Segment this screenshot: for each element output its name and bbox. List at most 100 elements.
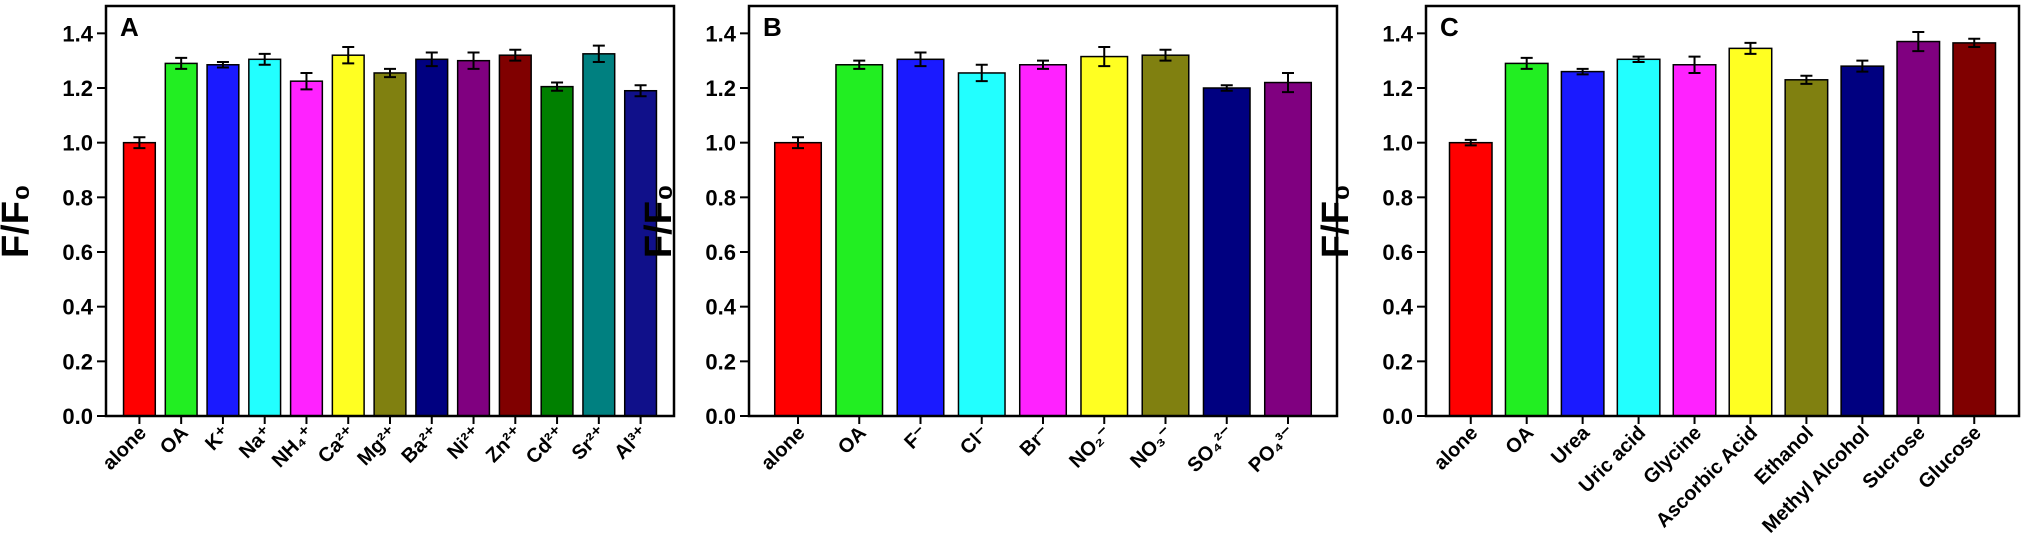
error-bar xyxy=(1282,71,1294,94)
bar xyxy=(1672,64,1717,417)
y-tick-label: 0.8 xyxy=(1382,185,1413,210)
x-tick-label: Ni²⁺ xyxy=(443,422,485,464)
y-tick-label: 0.4 xyxy=(1382,295,1413,320)
error-bar xyxy=(1159,48,1172,62)
x-tick-label: Urea xyxy=(1547,421,1595,469)
bar xyxy=(1018,64,1068,417)
y-axis-title: F/F₀ xyxy=(0,184,37,258)
bar xyxy=(835,64,884,417)
bar xyxy=(623,89,658,417)
error-bar xyxy=(175,56,188,70)
error-bar xyxy=(1744,41,1757,55)
error-bar xyxy=(1037,59,1049,70)
y-tick-label: 0.6 xyxy=(62,240,93,265)
y-tick-label: 1.2 xyxy=(705,76,736,101)
x-tick-label: alone xyxy=(757,422,810,475)
error-bar xyxy=(1098,46,1111,68)
bar xyxy=(331,54,365,417)
x-tick-label: alone xyxy=(98,422,151,475)
error-bar xyxy=(1220,84,1233,92)
x-tick-label: NH₄⁺ xyxy=(268,422,318,472)
x-tick-label: Zn²⁺ xyxy=(482,422,527,467)
x-tick-label: SO₄²⁻ xyxy=(1183,422,1238,477)
error-bar xyxy=(342,46,355,65)
bar xyxy=(456,59,491,417)
bar xyxy=(1616,58,1661,417)
y-tick-label: 1.4 xyxy=(62,21,93,46)
error-bar xyxy=(258,52,271,66)
x-tick-label: Sr²⁺ xyxy=(568,422,611,465)
error-bar xyxy=(133,136,146,150)
bar xyxy=(164,62,198,417)
y-tick-label: 0.8 xyxy=(62,185,93,210)
error-bar xyxy=(509,48,522,62)
y-tick-label: 1.2 xyxy=(62,76,93,101)
y-tick-label: 0.8 xyxy=(705,185,736,210)
bar xyxy=(289,80,324,417)
error-bar xyxy=(1912,30,1925,53)
bar xyxy=(122,141,157,417)
x-tick-label: OA xyxy=(1501,422,1538,459)
error-bar xyxy=(853,59,866,70)
error-bar xyxy=(1968,37,1981,48)
x-tick-label: Br⁻ xyxy=(1016,422,1055,461)
y-tick-label: 1.4 xyxy=(1382,21,1413,46)
bar xyxy=(1896,40,1941,417)
panel-title: C xyxy=(1440,12,1459,42)
x-tick-label: F⁻ xyxy=(900,422,932,454)
y-tick-label: 1.4 xyxy=(705,21,736,46)
plot-frame xyxy=(747,4,1339,418)
y-tick-label: 1.0 xyxy=(62,131,93,156)
error-bar xyxy=(914,51,927,68)
error-bar xyxy=(1856,59,1869,73)
panel-title: A xyxy=(120,12,139,42)
y-tick-label: 0.0 xyxy=(705,404,736,429)
error-bar xyxy=(300,71,313,91)
error-bar xyxy=(1464,138,1477,147)
error-bar xyxy=(792,136,804,150)
error-bar xyxy=(551,81,564,92)
y-axis-title: F/F₀ xyxy=(1315,184,1357,258)
bar xyxy=(1728,47,1773,417)
y-tick-label: 0.2 xyxy=(62,349,93,374)
y-tick-label: 0.0 xyxy=(1382,404,1413,429)
bar xyxy=(415,58,449,417)
x-tick-label: Al³⁺ xyxy=(610,422,652,464)
x-tick-label: Mg²⁺ xyxy=(353,422,401,470)
bar xyxy=(1560,70,1605,417)
x-tick-label: NO₃⁻ xyxy=(1126,422,1177,473)
error-bar xyxy=(1800,74,1813,85)
bar xyxy=(1263,81,1313,417)
bar xyxy=(1080,55,1129,417)
error-bar xyxy=(467,51,480,70)
x-tick-label: PO₄³⁻ xyxy=(1245,422,1300,477)
x-tick-label: Glucose xyxy=(1914,422,1985,493)
bar xyxy=(248,58,282,417)
x-tick-label: alone xyxy=(1430,422,1483,475)
y-tick-label: 1.0 xyxy=(705,131,736,156)
y-tick-label: 0.4 xyxy=(62,295,93,320)
bar xyxy=(773,141,823,417)
plot-frame xyxy=(104,4,676,418)
x-tick-label: OA xyxy=(834,422,871,459)
bar xyxy=(1784,79,1829,417)
error-bar xyxy=(1688,55,1701,74)
y-tick-label: 0.6 xyxy=(705,240,736,265)
bar xyxy=(1202,87,1251,417)
y-tick-label: 1.2 xyxy=(1382,76,1413,101)
error-bar xyxy=(1632,55,1645,64)
x-tick-label: Ascorbic Acid xyxy=(1652,422,1762,532)
plot-frame xyxy=(1424,4,2021,418)
y-tick-label: 0.2 xyxy=(705,349,736,374)
error-bar xyxy=(216,61,229,69)
bar xyxy=(1840,65,1885,417)
bar xyxy=(206,64,240,417)
y-tick-label: 1.0 xyxy=(1382,131,1413,156)
x-tick-label: Cd²⁺ xyxy=(522,422,569,469)
y-axis-title: F/F₀ xyxy=(638,184,680,258)
error-bar xyxy=(592,44,605,64)
x-tick-label: NO₂⁻ xyxy=(1065,422,1116,473)
x-tick-label: Cl⁻ xyxy=(956,422,993,459)
bar xyxy=(896,58,945,417)
